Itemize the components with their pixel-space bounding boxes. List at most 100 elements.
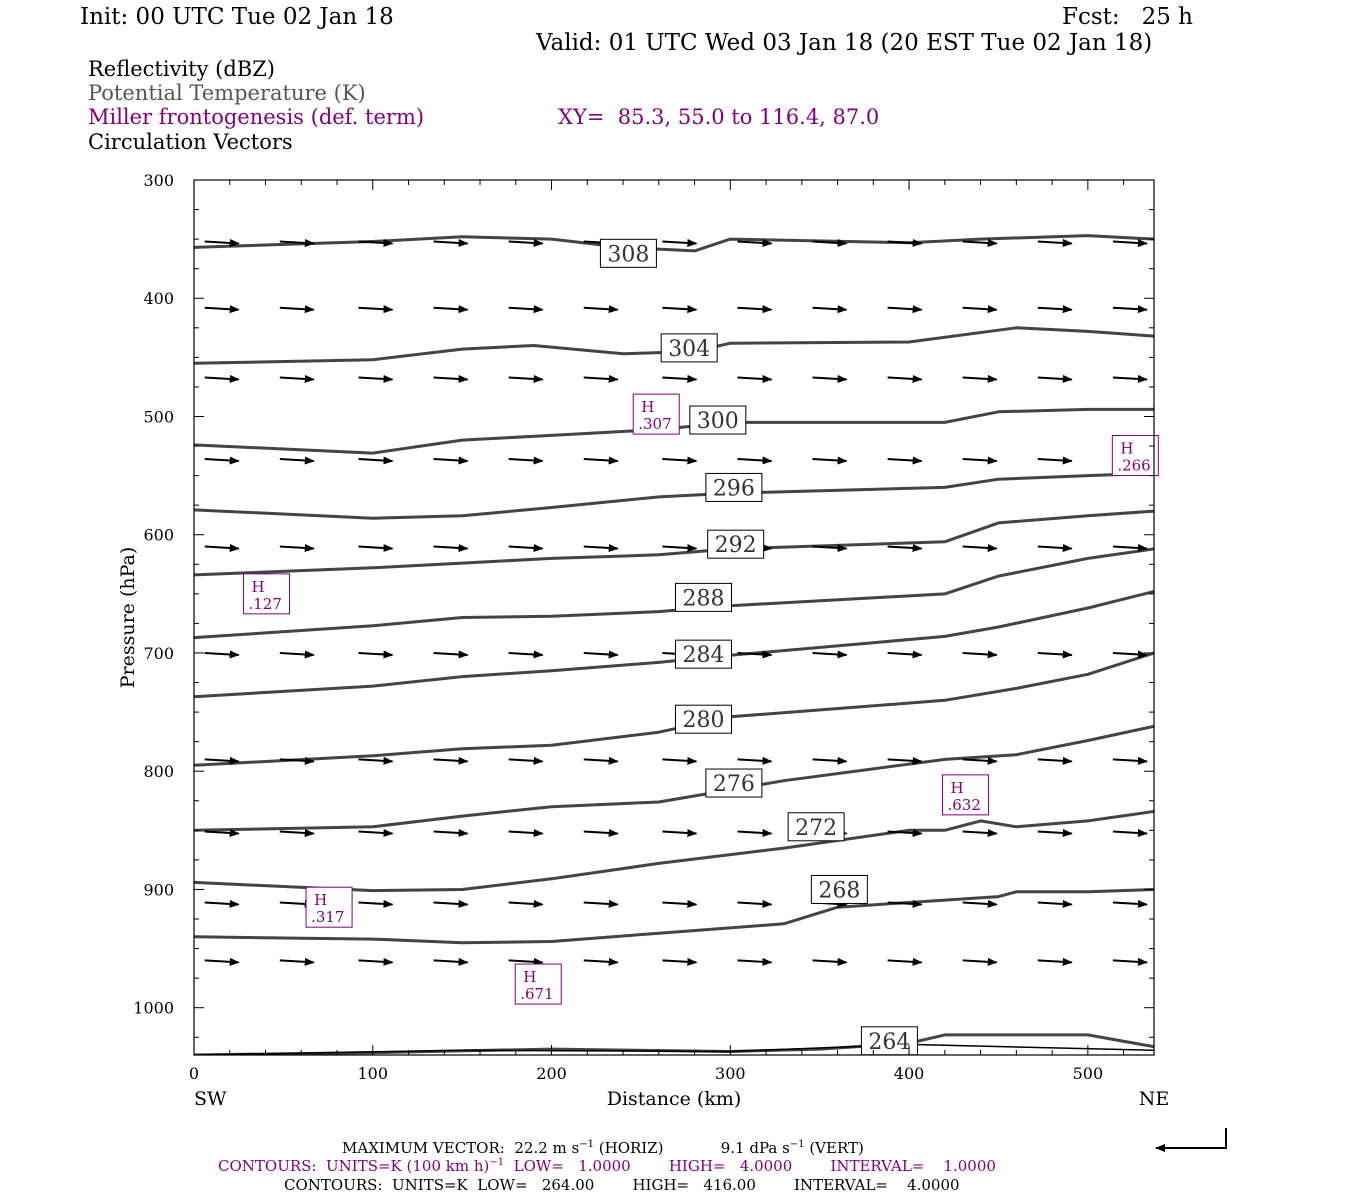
x-end-label-ne: NE — [1139, 1088, 1170, 1110]
circulation-vector — [204, 957, 240, 966]
circulation-vector — [279, 957, 315, 966]
y-tick-label: 700 — [143, 644, 174, 663]
max-vector-horiz: MAXIMUM VECTOR: 22.2 m s — [342, 1139, 580, 1157]
circulation-vector — [508, 544, 544, 553]
theta-label-box-288 — [674, 582, 732, 612]
x-tick-label: 100 — [357, 1064, 388, 1083]
theta-label-308: 308 — [607, 242, 649, 267]
maximum-vector-info: MAXIMUM VECTOR: 22.2 m s−1 (HORIZ) 9.1 d… — [342, 1139, 864, 1157]
legend-circulation-vectors: Circulation Vectors — [88, 130, 293, 154]
theta-label-box-308 — [599, 238, 657, 268]
circulation-vector — [583, 305, 619, 314]
theta-label-272: 272 — [795, 816, 837, 841]
circulation-vector — [887, 899, 923, 908]
circulation-vector — [1037, 650, 1073, 659]
circulation-vector — [662, 828, 698, 837]
legend-reflectivity: Reflectivity (dBZ) — [88, 57, 276, 81]
circulation-vector — [1037, 305, 1073, 314]
theta-contour-268 — [194, 888, 1154, 945]
miller-max-box — [305, 886, 353, 928]
theta-label-276: 276 — [713, 772, 755, 797]
circulation-vector — [583, 650, 619, 659]
circulation-vector — [962, 374, 998, 383]
circulation-vector — [358, 828, 394, 837]
circulation-vector — [737, 374, 773, 383]
circulation-vector — [812, 456, 848, 465]
circulation-vector — [1112, 374, 1148, 383]
circulation-vector — [737, 899, 773, 908]
circulation-vector — [279, 374, 315, 383]
miller-contour-info: CONTOURS: UNITS=K (100 km h)−1 LOW= 1.00… — [218, 1157, 996, 1175]
miller-max-box — [632, 393, 680, 435]
theta-label-box-300 — [689, 405, 747, 435]
circulation-vector — [1112, 828, 1148, 837]
theta-contour-296 — [194, 471, 1154, 520]
circulation-vector — [279, 828, 315, 837]
circulation-vector — [279, 456, 315, 465]
circulation-vector — [962, 456, 998, 465]
circulation-vector — [662, 756, 698, 765]
circulation-vector — [279, 305, 315, 314]
circulation-vector — [1037, 374, 1073, 383]
forecast-hour: Fcst: 25 h — [1062, 4, 1193, 30]
circulation-vector — [204, 238, 240, 247]
theta-contour-280 — [194, 651, 1154, 767]
miller-contour-range: LOW= 1.0000 HIGH= 4.0000 INTERVAL= 1.000… — [504, 1157, 996, 1175]
y-tick-label: 600 — [143, 526, 174, 545]
circulation-vector — [662, 456, 698, 465]
circulation-vector — [279, 238, 315, 247]
max-vector-horiz-units: (HORIZ) — [598, 1139, 664, 1157]
circulation-vector — [1112, 957, 1148, 966]
circulation-vector — [1112, 650, 1148, 659]
miller-max-label: H — [252, 578, 265, 596]
circulation-vector — [358, 305, 394, 314]
circulation-vector — [358, 957, 394, 966]
circulation-vector — [1112, 756, 1148, 765]
theta-label-box-272 — [787, 812, 845, 842]
circulation-vector — [1112, 899, 1148, 908]
circulation-vector — [508, 305, 544, 314]
plot-frame — [193, 179, 1155, 1056]
circulation-vector — [204, 828, 240, 837]
circulation-vector — [737, 456, 773, 465]
circulation-vector — [358, 899, 394, 908]
theta-label-300: 300 — [697, 409, 739, 434]
circulation-vector — [204, 899, 240, 908]
circulation-vector — [508, 957, 544, 966]
circulation-vector — [737, 957, 773, 966]
circulation-vector — [737, 650, 773, 659]
theta-label-280: 280 — [682, 708, 724, 733]
miller-max-value: .632 — [948, 796, 981, 814]
circulation-vector — [737, 828, 773, 837]
circulation-vector — [1037, 544, 1073, 553]
theta-label-284: 284 — [682, 643, 724, 668]
circulation-vector — [204, 650, 240, 659]
circulation-vector — [358, 456, 394, 465]
circulation-vector — [662, 957, 698, 966]
circulation-vector — [1037, 756, 1073, 765]
circulation-vector — [204, 456, 240, 465]
circulation-vector — [887, 305, 923, 314]
circulation-vector — [1037, 957, 1073, 966]
circulation-vector — [508, 374, 544, 383]
circulation-vector — [433, 456, 469, 465]
miller-max-label: H — [1120, 440, 1133, 458]
circulation-vector — [508, 756, 544, 765]
circulation-vector — [583, 957, 619, 966]
circulation-vector — [812, 756, 848, 765]
y-tick-label: 500 — [143, 407, 174, 426]
circulation-vector — [433, 957, 469, 966]
theta-contour-308 — [194, 234, 1154, 253]
circulation-vector — [662, 544, 698, 553]
circulation-vector — [737, 756, 773, 765]
circulation-vector — [433, 374, 469, 383]
circulation-vector — [662, 899, 698, 908]
theta-contour-272 — [194, 809, 1154, 893]
theta-label-288: 288 — [682, 586, 724, 611]
circulation-vector — [508, 899, 544, 908]
circulation-vector — [433, 756, 469, 765]
theta-contour-info: CONTOURS: UNITS=K LOW= 264.00 HIGH= 416.… — [284, 1176, 960, 1194]
circulation-vector — [1112, 544, 1148, 553]
circulation-vector — [1112, 305, 1148, 314]
circulation-vector — [812, 650, 848, 659]
